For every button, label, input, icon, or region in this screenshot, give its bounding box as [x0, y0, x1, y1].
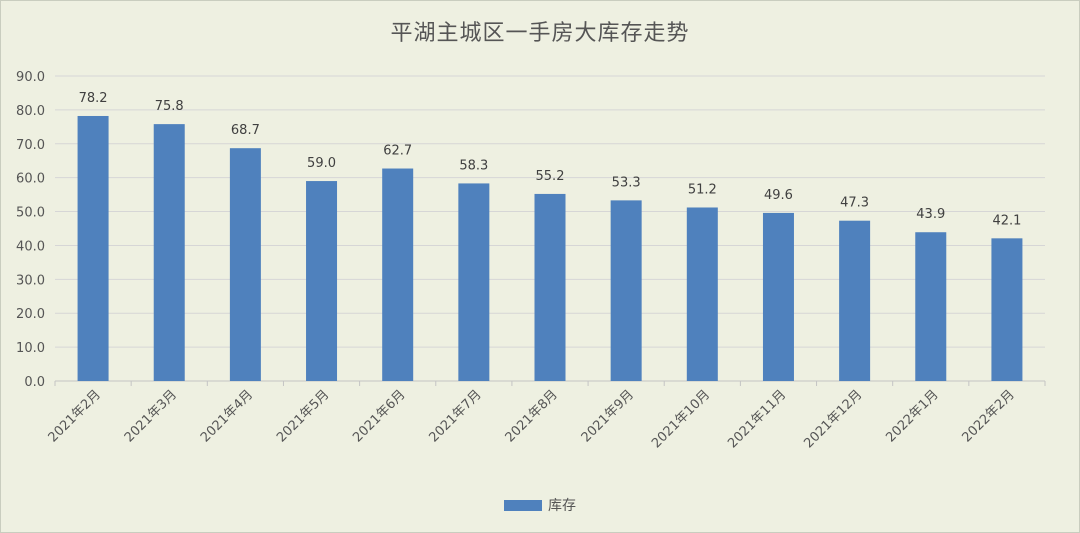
bar — [534, 193, 566, 381]
y-tick-label: 10.0 — [16, 341, 45, 356]
y-tick-label: 40.0 — [16, 239, 45, 254]
data-label: 58.3 — [459, 158, 488, 173]
y-tick-label: 70.0 — [16, 138, 45, 153]
bar — [153, 124, 185, 381]
x-tick-label: 2022年2月 — [960, 387, 1018, 445]
bar — [610, 200, 642, 381]
bar — [686, 207, 718, 381]
x-tick-label: 2021年3月 — [122, 387, 180, 445]
data-label: 75.8 — [155, 99, 184, 114]
x-tick-label: 2021年2月 — [46, 387, 104, 445]
data-label: 51.2 — [688, 182, 717, 197]
data-label: 68.7 — [231, 123, 260, 138]
data-label: 59.0 — [307, 156, 336, 171]
bar — [839, 220, 871, 381]
x-tick-label: 2021年7月 — [426, 387, 484, 445]
x-tick-label: 2022年1月 — [883, 387, 941, 445]
x-tick-label: 2021年8月 — [503, 387, 561, 445]
x-tick-label: 2021年6月 — [350, 387, 408, 445]
bar — [77, 115, 109, 381]
y-tick-label: 0.0 — [24, 375, 45, 390]
data-label: 49.6 — [764, 188, 793, 203]
legend-label: 库存 — [548, 498, 576, 514]
x-tick-label: 2021年11月 — [725, 387, 789, 451]
data-label: 53.3 — [612, 175, 641, 190]
data-label: 55.2 — [536, 169, 565, 184]
y-tick-label: 60.0 — [16, 172, 45, 187]
data-label: 62.7 — [383, 144, 412, 159]
bar — [229, 148, 261, 381]
x-tick-label: 2021年9月 — [579, 387, 637, 445]
x-tick-label: 2021年12月 — [801, 387, 865, 451]
x-tick-label: 2021年10月 — [649, 387, 713, 451]
legend-swatch — [504, 499, 542, 511]
bar — [991, 238, 1023, 381]
y-tick-label: 30.0 — [16, 273, 45, 288]
data-label: 78.2 — [79, 91, 108, 106]
x-tick-label: 2021年4月 — [198, 387, 256, 445]
y-tick-label: 90.0 — [16, 70, 45, 85]
chart-title: 平湖主城区一手房大库存走势 — [390, 21, 690, 46]
data-label: 47.3 — [840, 196, 869, 211]
bar — [458, 183, 490, 381]
y-tick-label: 20.0 — [16, 307, 45, 322]
bar — [762, 212, 794, 381]
bar — [382, 168, 414, 381]
bar — [915, 232, 947, 381]
legend: 库存 — [1, 495, 1079, 515]
y-tick-label: 50.0 — [16, 206, 45, 221]
data-label: 42.1 — [992, 213, 1021, 228]
bar-chart: 0.0 10.0 20.0 30.0 40.0 50.0 60.0 70.0 80.0 90.0 7… — [16, 70, 1046, 451]
bar — [306, 181, 338, 381]
data-label: 43.9 — [916, 207, 945, 222]
y-tick-label: 80.0 — [16, 104, 45, 119]
x-tick-label: 2021年5月 — [274, 387, 332, 445]
